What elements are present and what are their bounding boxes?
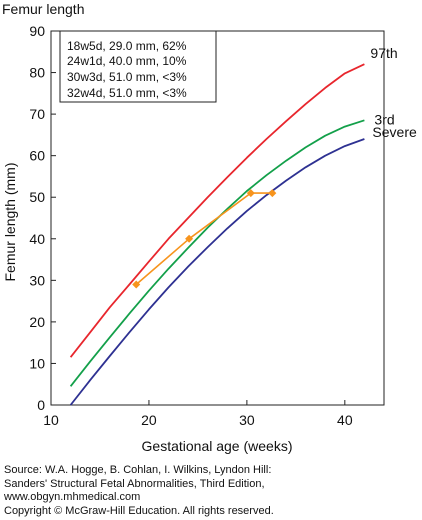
plot-frame [50,30,385,406]
y-tick-label: 60 [29,148,45,164]
annotation-box [59,30,217,103]
annotation-line-1: 18w5d, 29.0 mm, 62% [67,39,187,53]
series-curves [69,63,365,406]
y-tick-label: 40 [29,231,45,247]
x-tick-label: 20 [141,412,157,428]
chart-title: Femur length [2,1,84,17]
series-label: Severe [372,124,417,140]
annotation-line-3: 30w3d, 51.0 mm, <3% [67,70,187,84]
data-point-marker [268,189,277,198]
series-line-97th [69,63,365,358]
source-citation: Source: W.A. Hogge, B. Cohlan, I. Wilkin… [4,464,274,518]
y-axis-label: Femur length (mm) [2,162,18,281]
y-tick-label: 80 [29,65,45,81]
series-line-patient [135,192,273,286]
x-tick-label: 30 [239,412,255,428]
data-point-marker [132,280,141,289]
x-tick-label: 40 [337,412,353,428]
x-axis-label: Gestational age (weeks) [142,438,293,454]
annotation-line-2: 24w1d, 40.0 mm, 10% [67,54,187,68]
y-tick-label: 20 [29,314,45,330]
y-tick-label: 70 [29,106,45,122]
series-label: 3rd [374,111,394,127]
source-line: www.obgyn.mhmedical.com [4,491,141,503]
source-line: Source: W.A. Hogge, B. Cohlan, I. Wilkin… [4,464,272,476]
annotation-line-4: 32w4d, 51.0 mm, <3% [67,86,187,100]
data-point-marker [246,189,255,198]
source-line: Sanders' Structural Fetal Abnormalities,… [4,477,265,490]
source-line: Copyright © McGraw-Hill Education. All r… [4,504,274,517]
x-tick-label: 10 [43,412,59,428]
y-tick-label: 10 [29,355,45,371]
y-tick-label: 30 [29,272,45,288]
series-label: 97th [370,45,397,61]
data-point-marker [185,234,194,243]
y-tick-label: 0 [37,397,45,413]
series-line-severe [69,138,365,406]
y-tick-label: 50 [29,189,45,205]
y-tick-label: 90 [29,23,45,39]
series-line-3rd [69,119,365,387]
